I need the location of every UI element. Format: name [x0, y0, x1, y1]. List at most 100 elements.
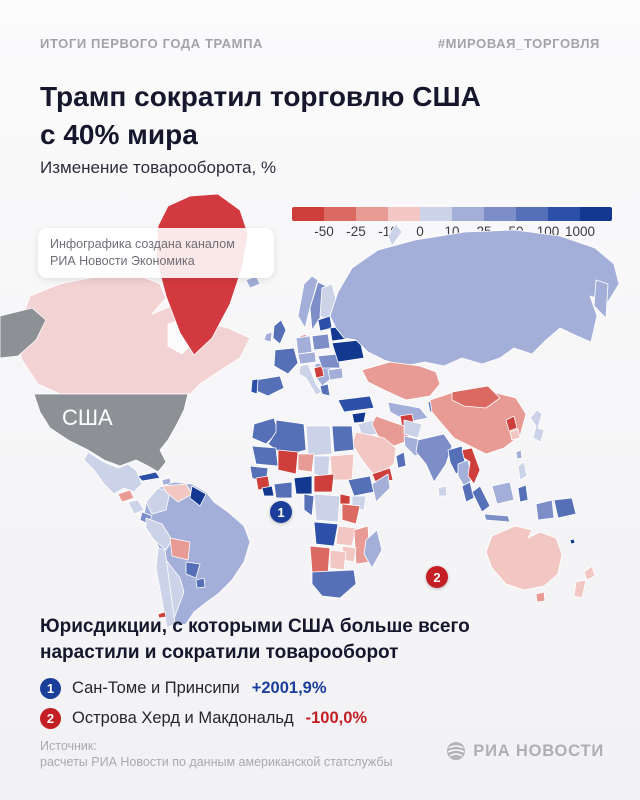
region-russia: [329, 229, 620, 367]
region-uzbekistan: [387, 401, 429, 423]
region-falklands: [157, 611, 167, 619]
region-sulawesi: [517, 484, 529, 503]
map-marker-1-number: 1: [277, 504, 285, 520]
region-guyana: [189, 485, 207, 507]
region-namibia: [309, 545, 331, 575]
region-uruguay: [195, 577, 206, 589]
legend-tick-label: -50: [314, 224, 334, 239]
region-nigeria: [293, 475, 313, 495]
legend-color-cell: [356, 207, 388, 221]
region-bulgaria: [327, 367, 344, 381]
jurisdictions-heading: Юрисдикции, с которыми США больше всего …: [40, 614, 470, 666]
region-mexico: [83, 451, 143, 495]
list-item-2-badge: 2: [40, 708, 61, 729]
region-botswana: [329, 549, 347, 571]
list-item: 1 Сан-Томе и Принсипи +2001,9%: [40, 678, 470, 699]
region-costa-rica: [127, 499, 145, 515]
header-hashtag: #МИРОВАЯ_ТОРГОВЛЯ: [437, 36, 600, 51]
region-central-america-red: [117, 489, 135, 503]
jurisdictions-heading-line-2: нарастили и сократили товарооборот: [40, 642, 399, 663]
region-syria: [351, 411, 367, 424]
region-arctic-islands: [387, 223, 403, 247]
region-paraguay: [185, 561, 201, 579]
legend-color-bar: [292, 207, 612, 221]
attribution-badge: Инфографика создана каналом РИА Новости …: [38, 228, 274, 278]
title-line-2: с 40% мира: [40, 119, 198, 150]
region-norway: [297, 275, 319, 329]
source-note: Источник: расчеты РИА Новости по данным …: [40, 738, 393, 770]
region-venezuela: [161, 483, 193, 503]
legend-color-cell: [484, 207, 516, 221]
usa-label: США: [62, 405, 113, 430]
region-india: [415, 433, 453, 483]
region-vietnam-laos: [461, 447, 481, 485]
region-congo: [303, 493, 315, 517]
region-malaysia: [461, 481, 475, 503]
legend-tick-label: -25: [346, 224, 366, 239]
region-cuba: [137, 471, 161, 482]
region-poland: [311, 333, 331, 351]
region-kazakhstan: [361, 361, 441, 401]
globe-icon: [447, 742, 466, 760]
region-ireland: [263, 331, 273, 343]
badge-line-1: Инфографика создана каналом: [50, 237, 235, 251]
region-australia: [485, 525, 563, 591]
region-new-zealand-north: [583, 565, 596, 581]
region-greece: [319, 383, 331, 397]
map-marker-1: 1: [270, 501, 292, 523]
logo-text: РИА НОВОСТИ: [473, 741, 604, 760]
source-line-2: расчеты РИА Новости по данным американск…: [40, 755, 393, 769]
region-niger: [297, 453, 315, 473]
legend-tick-labels: -50-25-1001025501001000: [292, 224, 612, 239]
region-drc: [313, 493, 341, 523]
jurisdictions-heading-line-1: Юрисдикции, с которыми США больше всего: [40, 616, 470, 637]
badge-line-2: РИА Новости Экономика: [50, 254, 195, 268]
region-sumatra: [471, 485, 491, 513]
region-bolivia: [169, 537, 191, 561]
ria-novosti-logo: РИА НОВОСТИ: [445, 740, 604, 762]
title-line-1: Трамп сократил торговлю США: [40, 81, 481, 112]
region-mauritania: [251, 445, 279, 467]
page-title: Трамп сократил торговлю США с 40% мира: [40, 78, 481, 154]
region-north-korea: [505, 415, 518, 432]
region-kamchatka: [593, 279, 609, 319]
region-germany: [295, 335, 313, 355]
region-central-europe: [297, 351, 317, 365]
region-ethiopia: [347, 475, 375, 497]
subtitle: Изменение товарооборота, %: [40, 158, 277, 177]
region-alaska: [0, 307, 47, 359]
region-ghana: [273, 481, 293, 499]
region-tasmania: [535, 591, 546, 603]
region-colombia: [145, 487, 171, 515]
legend-color-cell: [580, 207, 612, 221]
header-left-label: ИТОГИ ПЕРВОГО ГОДА ТРАМПА: [40, 36, 263, 51]
region-japan: [529, 409, 545, 443]
region-sierra-leone: [261, 485, 275, 497]
region-oman: [395, 451, 407, 469]
list-item-2-value: -100,0%: [305, 709, 368, 727]
region-somalia: [371, 473, 391, 503]
legend-color-cell: [452, 207, 484, 221]
list-item-1-badge: 1: [40, 678, 61, 699]
map-marker-2: 2: [426, 566, 448, 588]
region-south-africa: [311, 569, 357, 599]
region-uganda: [339, 493, 351, 505]
world-choropleth-map: США: [0, 193, 620, 628]
region-angola: [313, 521, 339, 547]
legend-color-cell: [292, 207, 324, 221]
legend-color-cell: [548, 207, 580, 221]
region-zambia: [335, 525, 357, 547]
region-serbia: [313, 365, 325, 379]
source-line-1: Источник:: [40, 739, 97, 753]
jurisdictions-list: 1 Сан-Томе и Принсипи +2001,9% 2 Острова…: [40, 678, 470, 729]
region-portugal: [250, 378, 259, 395]
region-turkey: [337, 395, 375, 413]
region-peru: [145, 517, 173, 551]
legend-color-cell: [420, 207, 452, 221]
region-west-papua: [535, 499, 555, 521]
region-new-zealand-south: [573, 579, 587, 599]
color-scale-legend: -50-25-1001025501001000: [292, 207, 612, 239]
region-uk: [272, 319, 287, 345]
region-libya: [305, 425, 333, 457]
region-sri-lanka: [437, 485, 448, 497]
